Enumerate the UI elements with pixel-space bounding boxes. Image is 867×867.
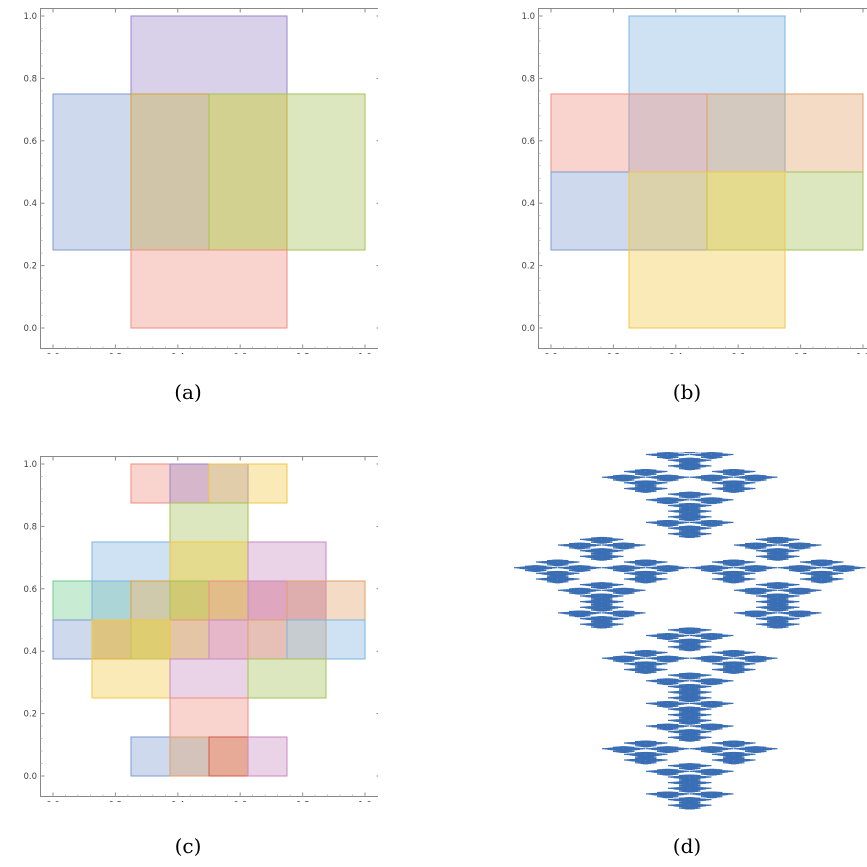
x-tick-label: 0.6 — [233, 353, 247, 355]
y-tick-label: 0.2 — [23, 262, 37, 272]
x-tick-label: 0.2 — [607, 353, 621, 355]
rect-a-3 — [208, 93, 366, 251]
rect-c-20 — [286, 619, 366, 660]
y-tick-label: 0.6 — [521, 137, 535, 147]
x-tick-label: 1.0 — [358, 801, 372, 803]
y-tick-label: 0.8 — [521, 74, 535, 84]
x-tick-label: 0.4 — [171, 801, 185, 803]
rect-c-2 — [208, 463, 288, 504]
fractal-d — [514, 452, 866, 810]
y-tick-label: 0.0 — [23, 772, 37, 782]
rect-c-21 — [91, 619, 171, 699]
x-tick-label: 1.0 — [856, 353, 867, 355]
x-tick-label: 0.2 — [109, 801, 123, 803]
y-tick-label: 0.6 — [23, 585, 37, 595]
caption-a: (a) — [174, 380, 202, 404]
y-tick-label: 0.2 — [521, 262, 535, 272]
plot-b: 0.0 0.2 0.4 0.6 0.8 1.0 0.0 0.2 0.4 0.6 0.8 1.0 — [521, 8, 867, 355]
x-tick-label: 0.4 — [171, 353, 185, 355]
caption-c: (c) — [174, 834, 202, 858]
x-tick-label: 0.6 — [731, 353, 745, 355]
y-tick-label: 1.0 — [23, 460, 37, 470]
y-tick-label: 0.4 — [23, 199, 37, 209]
x-tick-label: 0.8 — [296, 353, 310, 355]
rect-c-24 — [169, 697, 249, 738]
plot-c: 0.0 0.2 0.4 0.6 0.8 1.0 0.0 0.2 0.4 0.6 0.8 1.0 — [23, 456, 378, 803]
x-tick-label: 0.2 — [109, 353, 123, 355]
x-tick-label: 0.0 — [544, 353, 558, 355]
x-tick-label: 1.0 — [358, 353, 372, 355]
x-tick-label: 0.0 — [46, 353, 60, 355]
y-tick-label: 1.0 — [23, 12, 37, 22]
rect-a-0 — [130, 15, 288, 95]
caption-b: (b) — [672, 380, 702, 404]
y-tick-label: 0.2 — [23, 710, 37, 720]
rect-b-1 — [550, 93, 708, 173]
caption-d: (d) — [672, 834, 702, 858]
y-tick-label: 0.4 — [521, 199, 535, 209]
rect-a-4 — [130, 249, 288, 329]
plot-a: 0.0 0.2 0.4 0.6 0.8 1.0 0.0 0.2 0.4 0.6 0.8 1.0 — [23, 8, 378, 355]
rect-c-22 — [169, 658, 249, 699]
x-tick-label: 0.8 — [296, 801, 310, 803]
y-tick-label: 0.6 — [23, 137, 37, 147]
y-tick-label: 0.8 — [23, 74, 37, 84]
fractal-points — [514, 452, 866, 810]
rect-c-28 — [247, 736, 288, 777]
rect-b-2 — [706, 93, 864, 173]
y-tick-label: 0.0 — [521, 324, 535, 334]
x-tick-label: 0.0 — [46, 801, 60, 803]
rect-c-4 — [91, 541, 171, 582]
x-tick-label: 0.8 — [794, 353, 808, 355]
rect-c-27 — [208, 736, 249, 777]
y-tick-label: 0.4 — [23, 647, 37, 657]
rect-b-5 — [628, 171, 786, 329]
y-tick-label: 0.8 — [23, 522, 37, 532]
x-tick-label: 0.4 — [669, 353, 683, 355]
rect-c-13 — [286, 580, 366, 621]
y-tick-label: 1.0 — [521, 12, 535, 22]
rect-c-23 — [247, 658, 327, 699]
x-tick-label: 0.6 — [233, 801, 247, 803]
y-tick-label: 0.0 — [23, 324, 37, 334]
